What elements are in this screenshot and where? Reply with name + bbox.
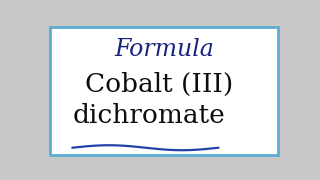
- FancyBboxPatch shape: [50, 27, 278, 155]
- Text: Cobalt (III): Cobalt (III): [85, 71, 233, 96]
- Text: Formula: Formula: [114, 38, 214, 61]
- Text: dichromate: dichromate: [73, 103, 226, 128]
